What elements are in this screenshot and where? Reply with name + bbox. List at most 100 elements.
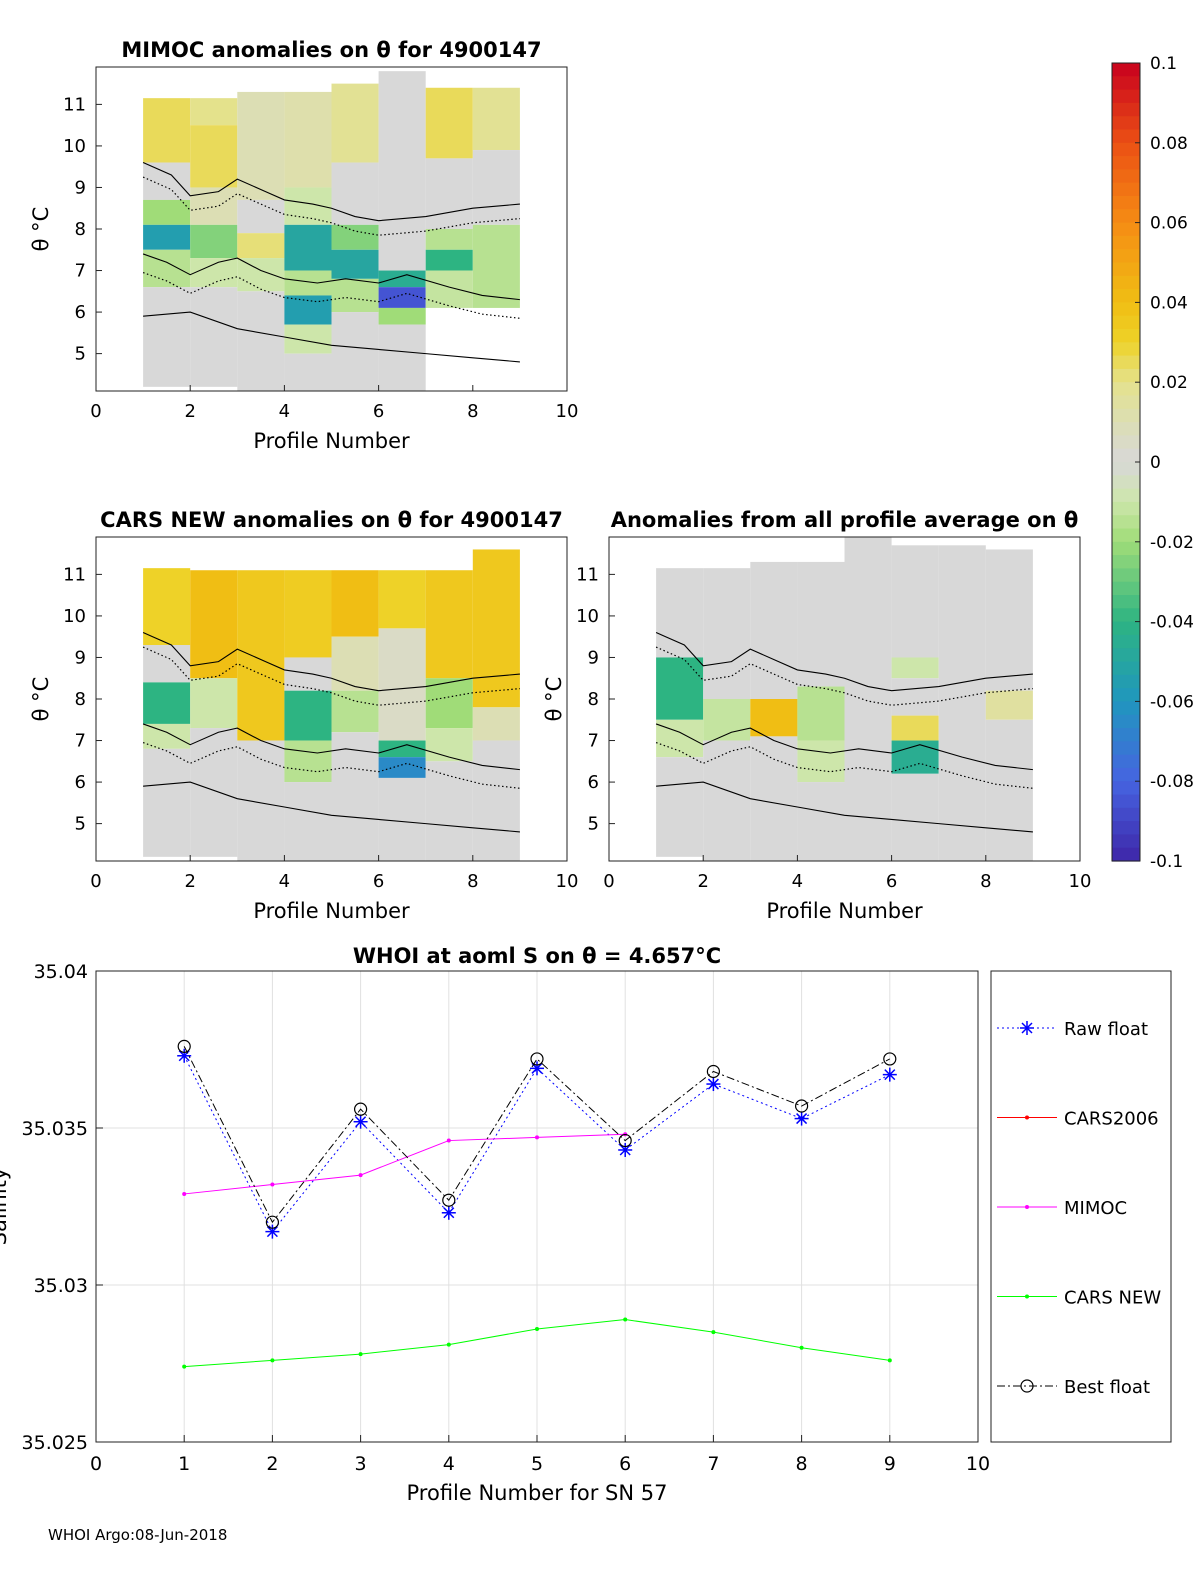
data-point [265,1215,279,1229]
x-tick-label: 8 [467,871,478,892]
x-tick-label: 6 [886,871,897,892]
colorbar-segment [1112,688,1140,702]
anomaly-cell [331,636,379,691]
x-tick-label: 4 [279,871,290,892]
colorbar-segment [1112,368,1140,383]
colorbar-segment [1112,142,1140,157]
contour-solid-3 [143,311,520,363]
profile-column-7 [425,570,473,861]
data-point [794,1111,809,1126]
anomaly-cell [656,657,704,720]
anomaly-cell [190,728,238,857]
anomaly-cell [378,324,426,391]
anomaly-cell [472,87,520,151]
x-tick-label: 10 [556,871,579,892]
data-point [446,1138,451,1143]
profile-column-6 [378,570,426,861]
profile-column-7 [425,87,473,308]
anomaly-cell [143,568,191,645]
star-stroke [619,1144,631,1156]
profile-column-4 [284,91,332,391]
colorbar-segment [1112,794,1140,809]
x-axis-label: Profile Number [253,429,410,453]
colorbar-segment [1112,555,1140,569]
anomaly-cell [750,699,798,737]
legend-marker [1020,1021,1034,1035]
data-point [177,1048,192,1063]
data-point [270,1358,275,1363]
contour-solid-2 [142,723,520,771]
data-point [794,1099,809,1113]
anomaly-cell [284,690,332,741]
data-point [535,1135,539,1140]
series-line [183,1046,891,1224]
y-axis-label: Salinity [0,1168,11,1246]
colorbar-segment [1112,754,1140,769]
anomaly-cell [237,258,285,292]
panel-title: Anomalies from all profile average on θ [611,508,1079,532]
series-raw-float [177,1048,897,1239]
x-tick-label: 4 [279,401,290,422]
colorbar-tick-label: 0 [1150,453,1161,473]
colorbar-segment [1112,661,1140,676]
anomaly-cell [143,748,191,857]
x-axis-label: Profile Number for SN 57 [407,1481,668,1505]
profile-column-7 [938,545,986,861]
contour-lines [142,632,520,833]
all-profile-average-anomaly-panel: 0 2 4 6 8 10 5 6 7 8 9 10 11 Profile Number θ °C Anomal… [542,508,1091,923]
colorbar-segment [1112,129,1140,144]
colorbar-segment [1112,435,1140,450]
colorbar-segment [1112,63,1140,77]
x-tick-label: 8 [796,1453,808,1475]
x-tick-label: 8 [467,401,478,422]
legend-label: Raw float [1064,1019,1148,1040]
x-tick-label: 10 [1069,871,1092,892]
contour-dotted-lines [655,646,1033,789]
anomaly-cell [331,570,379,637]
legend-item-mimoc: MIMOC [997,1198,1127,1219]
profile-column-8 [985,549,1033,861]
y-tick-label: 11 [63,94,86,115]
data-point [182,1191,187,1196]
colorbar-segment [1112,608,1140,623]
series-line [184,1133,626,1195]
anomaly-cell [331,249,379,279]
data-point [177,1039,191,1053]
data-point [706,1064,721,1079]
anomaly-cell [237,233,285,259]
anomaly-cell [143,723,191,749]
colorbar-segment [1112,116,1140,131]
contour-lines [655,632,1033,833]
anomaly-cell [237,740,285,861]
anomaly-cell [750,561,798,699]
colorbar-segment [1112,395,1140,410]
x-tick-label: 7 [707,1453,719,1475]
data-point [441,1205,456,1220]
colorbar-segment [1112,222,1140,237]
colorbar-tick-label: 0.06 [1150,214,1188,234]
data-point [270,1182,275,1187]
anomaly-cell [284,353,332,391]
colorbar-segment [1112,541,1140,556]
anomaly-cell [750,736,798,861]
colorbar-segment [1112,821,1140,835]
colorbar-segment [1112,342,1140,357]
data-point [182,1364,187,1369]
anomaly-cell [331,162,379,225]
y-tick-label: 10 [63,606,86,627]
y-tick-label: 5 [588,814,599,835]
data-point [887,1358,892,1363]
colorbar-segment [1112,102,1140,117]
anomaly-cell [143,98,191,163]
contour-solid-2 [655,723,1033,771]
anomaly-cell [425,249,473,271]
colorbar-segment [1112,329,1140,343]
x-tick-label: 10 [556,401,579,422]
panel-title: CARS NEW anomalies on θ for 4900147 [100,508,563,532]
colorbar-segment [1112,674,1140,689]
star-stroke [355,1116,367,1128]
x-tick-label: 4 [443,1453,455,1475]
colorbar-segment [1112,834,1140,849]
legend-item-cars2006: CARS2006 [997,1109,1159,1130]
colorbar-segment [1112,581,1140,596]
